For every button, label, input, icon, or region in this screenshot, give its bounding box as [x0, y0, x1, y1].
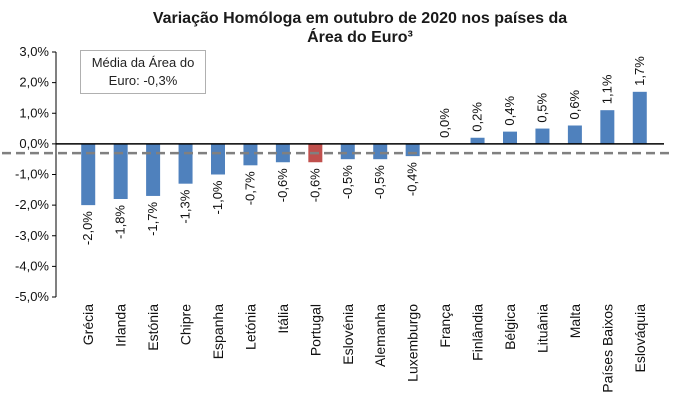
y-tick-label: 0,0% — [19, 136, 49, 151]
y-tick-label: -5,0% — [15, 289, 49, 304]
category-label-1: Irlanda — [113, 304, 129, 347]
category-label-5: Letónia — [242, 304, 258, 350]
bar-15 — [567, 125, 582, 144]
category-label-2: Estónia — [145, 304, 161, 351]
category-label-13: Bélgica — [502, 304, 518, 350]
y-tick-label: -1,0% — [15, 167, 49, 182]
average-annotation-box: Média da Área do Euro: -0,3% — [80, 50, 206, 94]
y-tick-label: -3,0% — [15, 228, 49, 243]
bar-16 — [600, 110, 615, 144]
data-label-8: -0,5% — [340, 165, 355, 199]
bar-2 — [146, 143, 161, 196]
average-annotation-line-1: Média da Área do — [91, 55, 195, 70]
category-label-16: Países Baixos — [599, 304, 615, 393]
bar-1 — [113, 143, 128, 199]
category-label-11: França — [437, 304, 453, 348]
category-label-15: Malta — [567, 304, 583, 338]
data-label-0: -2,0% — [80, 211, 95, 245]
bar-8 — [340, 143, 355, 160]
chart-title-line-1: Variação Homóloga em outubro de 2020 nos… — [152, 10, 568, 27]
category-label-9: Alemanha — [372, 304, 388, 367]
data-label-6: -0,6% — [275, 168, 290, 202]
data-label-11: 0,0% — [437, 108, 452, 138]
y-tick-label: -4,0% — [15, 258, 49, 273]
bar-17 — [632, 91, 647, 144]
data-label-15: 0,6% — [567, 89, 582, 119]
bar-13 — [503, 131, 517, 144]
category-label-4: Espanha — [210, 304, 226, 359]
category-label-8: Eslovénia — [340, 304, 356, 365]
y-tick-label: 2,0% — [19, 75, 49, 90]
data-label-14: 0,5% — [534, 92, 549, 122]
data-label-13: 0,4% — [502, 96, 517, 126]
bar-3 — [178, 143, 193, 184]
category-label-17: Eslováquia — [632, 304, 648, 373]
y-tick-label: -2,0% — [15, 197, 49, 212]
data-label-10: -0,4% — [405, 162, 420, 196]
data-label-4: -1,0% — [210, 180, 225, 214]
category-label-3: Chipre — [178, 304, 194, 345]
category-label-6: Itália — [275, 304, 291, 334]
data-label-5: -0,7% — [242, 171, 257, 205]
bar-9 — [373, 143, 388, 160]
category-label-14: Lituânia — [534, 304, 550, 353]
chart-title-line-2: Área do Euro³ — [307, 29, 413, 46]
data-label-3: -1,3% — [178, 189, 193, 223]
average-annotation-line-2: Euro: -0,3% — [108, 73, 178, 88]
data-label-9: -0,5% — [372, 165, 387, 199]
category-label-10: Luxemburgo — [405, 304, 421, 382]
data-label-2: -1,7% — [145, 202, 160, 236]
data-label-17: 1,7% — [632, 56, 647, 86]
plot-area: 3,0% 2,0% 1,0% 0,0% -1,0% -2,0% -3,0% -4,0% -5,0… — [2, 44, 674, 393]
bar-0 — [81, 143, 96, 206]
bar-12 — [470, 137, 485, 144]
data-label-7: -0,6% — [307, 168, 322, 202]
y-tick-label: 1,0% — [19, 105, 49, 120]
bar-4 — [211, 143, 225, 175]
category-label-12: Finlândia — [470, 304, 486, 361]
category-label-0: Grécia — [80, 304, 96, 345]
bar-5 — [243, 143, 258, 166]
bar-14 — [535, 128, 550, 144]
y-tick-label: 3,0% — [19, 44, 49, 59]
data-label-16: 1,1% — [599, 74, 614, 104]
data-label-1: -1,8% — [113, 205, 128, 239]
category-label-7: Portugal — [307, 304, 323, 356]
data-label-12: 0,2% — [470, 102, 485, 132]
